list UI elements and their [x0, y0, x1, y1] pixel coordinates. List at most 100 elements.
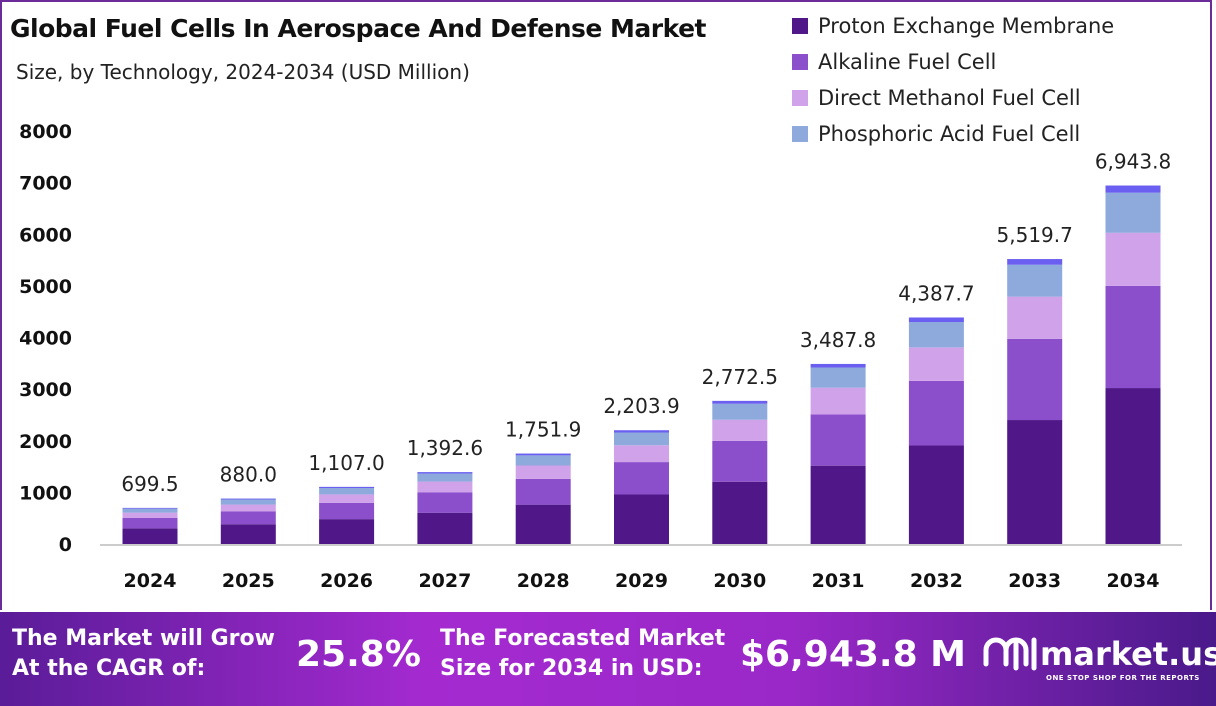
bar-segment: [908, 380, 964, 446]
bar-segment: [319, 519, 375, 544]
bar-segment: [908, 317, 964, 323]
y-tick-label: 3000: [19, 379, 72, 401]
bar-segment: [122, 528, 178, 544]
footer-banner: The Market will Grow At the CAGR of: 25.8…: [0, 612, 1216, 706]
bar-segment: [515, 453, 571, 456]
x-tick-label: 2033: [1008, 570, 1061, 592]
bar-segment: [515, 455, 571, 466]
bar-segment: [220, 499, 276, 505]
chart-title: Global Fuel Cells In Aerospace And Defen…: [10, 14, 706, 43]
legend-item: Alkaline Fuel Cell: [792, 44, 1114, 80]
bar-segment: [417, 492, 473, 513]
bar-segment: [614, 494, 669, 544]
bar-segment: [908, 322, 964, 348]
x-tick-label: 2029: [615, 570, 668, 592]
bar-segment: [1007, 338, 1063, 421]
legend-item: Phosphoric Acid Fuel Cell: [792, 116, 1114, 152]
bar-segment: [319, 502, 375, 520]
bar-segment: [122, 517, 178, 529]
bar-segment: [712, 440, 768, 482]
bar-segment: [220, 524, 276, 544]
bar-total-label: 2,203.9: [603, 394, 679, 418]
market-us-logo: market.us ONE STOP SHOP FOR THE REPORTS: [982, 634, 1216, 682]
bar-segment: [515, 504, 571, 544]
bar-total-label: 1,751.9: [505, 418, 581, 442]
bar-segment: [1007, 264, 1063, 297]
bar-segment: [1007, 259, 1063, 265]
forecast-label: The Forecasted Market Size for 2034 in US…: [440, 624, 725, 684]
legend-swatch: [792, 18, 808, 34]
forecast-label-line: The Forecasted Market: [440, 626, 726, 651]
x-tick-label: 2030: [713, 570, 766, 592]
bar-segment: [1105, 192, 1161, 233]
y-tick-label: 6000: [19, 224, 72, 246]
cagr-label: The Market will Grow At the CAGR of:: [12, 624, 275, 684]
y-tick-label: 8000: [19, 121, 72, 143]
y-tick-label: 7000: [19, 173, 72, 195]
bar-segment: [319, 487, 375, 495]
y-tick-label: 5000: [19, 276, 72, 298]
bar-segment: [220, 498, 276, 500]
bar-segment: [712, 419, 768, 441]
bar-segment: [220, 504, 276, 512]
y-tick-label: 4000: [19, 328, 72, 350]
bar-total-label: 1,107.0: [308, 451, 384, 475]
logo-tagline: ONE STOP SHOP FOR THE REPORTS: [1046, 674, 1200, 682]
x-tick-label: 2028: [517, 570, 570, 592]
bar-segment: [319, 494, 375, 503]
bar-segment: [614, 445, 669, 463]
bar-total-label: 1,392.6: [407, 436, 483, 460]
bar-segment: [417, 472, 473, 474]
logo-text: market.us: [1040, 635, 1216, 673]
bar-segment: [1105, 285, 1161, 389]
chart-plot: 0 1000 2000 3000 4000 5000 6000 7000 8000 699.5 20…: [19, 121, 1182, 592]
bar-total-label: 3,487.8: [800, 328, 876, 352]
bar-total-label: 699.5: [121, 472, 178, 496]
bar-segment: [1007, 296, 1063, 339]
bar-segment: [515, 478, 571, 505]
bar-segment: [122, 512, 178, 518]
bar-segment: [810, 387, 866, 415]
bar-segment: [417, 473, 473, 482]
x-tick-label: 2034: [1107, 570, 1160, 592]
legend-label: Phosphoric Acid Fuel Cell: [818, 122, 1081, 146]
bar-segment: [908, 347, 964, 381]
y-tick-label: 2000: [19, 431, 72, 453]
y-tick-label: 1000: [19, 482, 72, 504]
bar-segment: [712, 400, 768, 404]
legend-item: Direct Methanol Fuel Cell: [792, 80, 1114, 116]
x-tick-label: 2027: [418, 570, 471, 592]
logo-icon: [983, 637, 1037, 671]
bar-segment: [1007, 420, 1063, 544]
legend-swatch: [792, 54, 808, 70]
bar-total-label: 5,519.7: [997, 223, 1073, 247]
chart-subtitle: Size, by Technology, 2024-2034 (USD Mill…: [16, 60, 470, 84]
cagr-label-line: The Market will Grow: [12, 626, 275, 651]
legend-label: Alkaline Fuel Cell: [818, 50, 997, 74]
y-tick-label: 0: [59, 534, 72, 556]
x-tick-label: 2025: [222, 570, 275, 592]
cagr-label-line: At the CAGR of:: [12, 656, 206, 681]
bar-segment: [122, 507, 178, 509]
bar-segment: [122, 508, 178, 513]
bar-segment: [515, 465, 571, 479]
bar-segment: [614, 432, 669, 446]
bar-segment: [712, 481, 768, 544]
bar-total-label: 880.0: [220, 463, 277, 487]
bar-total-label: 4,387.7: [898, 281, 974, 305]
bar-segment: [810, 363, 866, 368]
bar-segment: [1105, 388, 1161, 544]
bar-segment: [810, 367, 866, 388]
legend-swatch: [792, 126, 808, 142]
bar-segment: [417, 512, 473, 544]
legend-swatch: [792, 90, 808, 106]
x-tick-label: 2026: [320, 570, 373, 592]
chart-frame: [0, 0, 1212, 610]
bar-segment: [712, 403, 768, 420]
bar-segment: [417, 481, 473, 493]
bar-segment: [1105, 232, 1161, 286]
bar-segment: [1105, 185, 1161, 193]
legend-item: Proton Exchange Membrane: [792, 8, 1114, 44]
bar-segment: [220, 511, 276, 525]
legend-label: Proton Exchange Membrane: [818, 14, 1115, 38]
